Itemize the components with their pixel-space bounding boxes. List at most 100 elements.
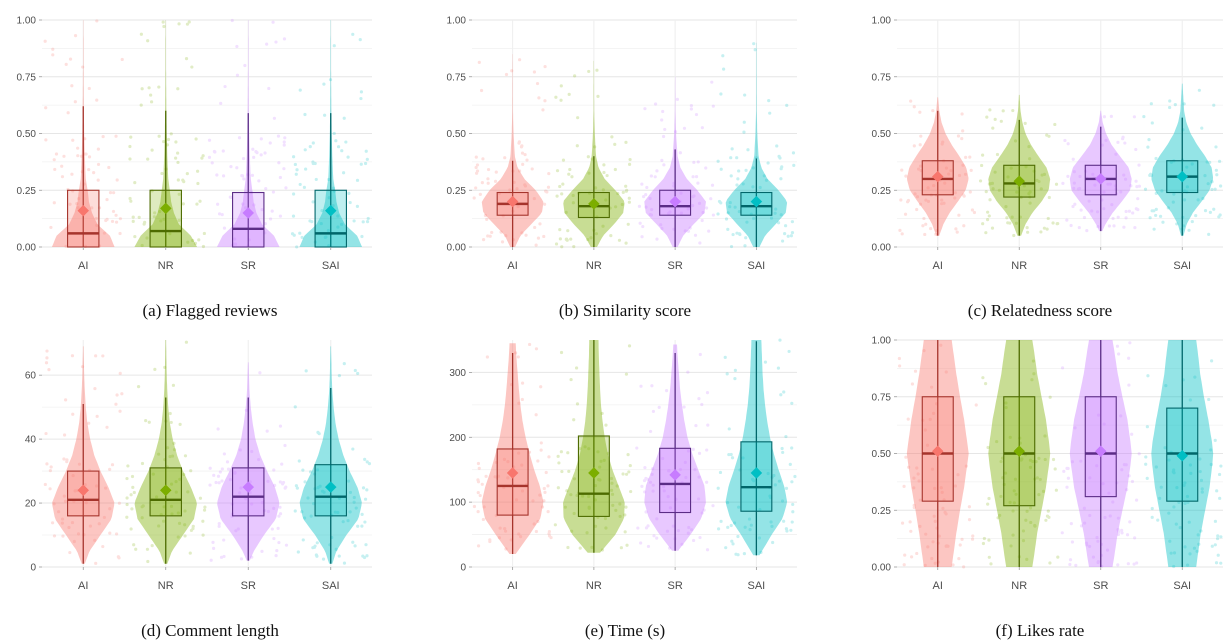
- jitter-point: [613, 142, 617, 146]
- y-tick-label: 100: [449, 498, 466, 509]
- jitter-point: [729, 452, 733, 457]
- jitter-point: [1003, 471, 1008, 475]
- jitter-point: [169, 420, 173, 425]
- jitter-point: [731, 542, 735, 546]
- jitter-point: [650, 207, 654, 212]
- jitter-point: [663, 127, 667, 132]
- jitter-point: [332, 131, 336, 136]
- jitter-point: [365, 157, 369, 161]
- jitter-point: [741, 182, 745, 186]
- jitter-point: [351, 540, 355, 544]
- jitter-point: [234, 529, 238, 533]
- jitter-point: [534, 347, 539, 351]
- jitter-point: [49, 225, 53, 230]
- jitter-point: [141, 504, 145, 508]
- jitter-point: [56, 510, 61, 514]
- jitter-point: [310, 220, 314, 224]
- jitter-point: [479, 88, 484, 93]
- jitter-point: [668, 210, 672, 214]
- jitter-point: [1035, 476, 1039, 480]
- jitter-point: [789, 234, 793, 238]
- jitter-point: [589, 236, 593, 240]
- jitter-point: [367, 462, 372, 466]
- jitter-point: [1105, 548, 1110, 552]
- jitter-point: [725, 501, 730, 505]
- jitter-point: [944, 544, 948, 548]
- jitter-point: [922, 349, 926, 353]
- jitter-point: [311, 160, 315, 164]
- jitter-point: [472, 196, 476, 200]
- jitter-point: [94, 484, 99, 488]
- jitter-point: [474, 186, 478, 190]
- mean-marker-ai: [77, 204, 90, 217]
- jitter-point: [737, 169, 741, 173]
- jitter-point: [778, 338, 782, 342]
- mean-marker-sr: [242, 207, 255, 219]
- jitter-point: [912, 476, 916, 480]
- jitter-point: [133, 181, 137, 185]
- jitter-point: [291, 155, 296, 159]
- jitter-point: [626, 453, 630, 457]
- jitter-point: [1047, 195, 1051, 200]
- jitter-point: [542, 486, 546, 491]
- jitter-point: [474, 165, 478, 170]
- jitter-point: [1124, 216, 1128, 220]
- jitter-point: [359, 162, 363, 166]
- jitter-point: [312, 545, 316, 549]
- jitter-point: [554, 242, 559, 246]
- jitter-point: [1210, 187, 1214, 192]
- jitter-point: [64, 244, 68, 248]
- jitter-point: [1008, 435, 1012, 439]
- jitter-point: [87, 167, 91, 172]
- jitter-point: [152, 215, 157, 219]
- jitter-point: [978, 179, 983, 183]
- jitter-point: [742, 130, 746, 134]
- jitter-point: [168, 411, 172, 416]
- jitter-point: [923, 428, 927, 432]
- jitter-point: [736, 534, 740, 539]
- jitter-point: [1128, 520, 1132, 524]
- jitter-point: [191, 238, 195, 243]
- jitter-point: [216, 427, 220, 431]
- jitter-point: [744, 236, 748, 240]
- jitter-point: [315, 554, 319, 558]
- jitter-point: [643, 466, 647, 470]
- jitter-point: [319, 221, 323, 226]
- jitter-point: [1111, 500, 1115, 504]
- jitter-point: [635, 446, 639, 450]
- mean-marker-sr: [669, 469, 681, 481]
- jitter-point: [1014, 492, 1018, 496]
- jitter-point: [521, 162, 525, 166]
- jitter-point: [1060, 531, 1064, 535]
- jitter-point: [967, 518, 972, 522]
- jitter-point: [561, 158, 566, 162]
- jitter-point: [230, 18, 234, 23]
- jitter-point: [1030, 378, 1034, 382]
- jitter-point: [570, 529, 574, 533]
- jitter-point: [1119, 414, 1123, 418]
- jitter-point: [348, 490, 353, 495]
- jitter-point: [476, 510, 480, 514]
- jitter-point: [314, 553, 318, 557]
- jitter-point: [50, 521, 55, 525]
- y-tick-label: 0.75: [872, 72, 892, 83]
- jitter-point: [90, 206, 94, 210]
- jitter-point: [201, 154, 205, 158]
- jitter-point: [1213, 187, 1217, 191]
- x-tick-label-sai: SAI: [322, 580, 340, 592]
- jitter-point: [534, 413, 538, 417]
- jitter-point: [1048, 395, 1052, 399]
- jitter-point: [1041, 489, 1046, 493]
- jitter-point: [1070, 540, 1075, 544]
- jitter-point: [919, 134, 923, 138]
- jitter-point: [184, 340, 189, 344]
- jitter-point: [235, 166, 239, 170]
- jitter-point: [1195, 549, 1199, 553]
- jitter-point: [560, 469, 564, 474]
- jitter-point: [601, 224, 605, 228]
- jitter-point: [556, 486, 560, 490]
- jitter-point: [1196, 533, 1200, 537]
- jitter-point: [1042, 226, 1047, 230]
- jitter-point: [257, 179, 261, 183]
- jitter-point: [970, 208, 975, 212]
